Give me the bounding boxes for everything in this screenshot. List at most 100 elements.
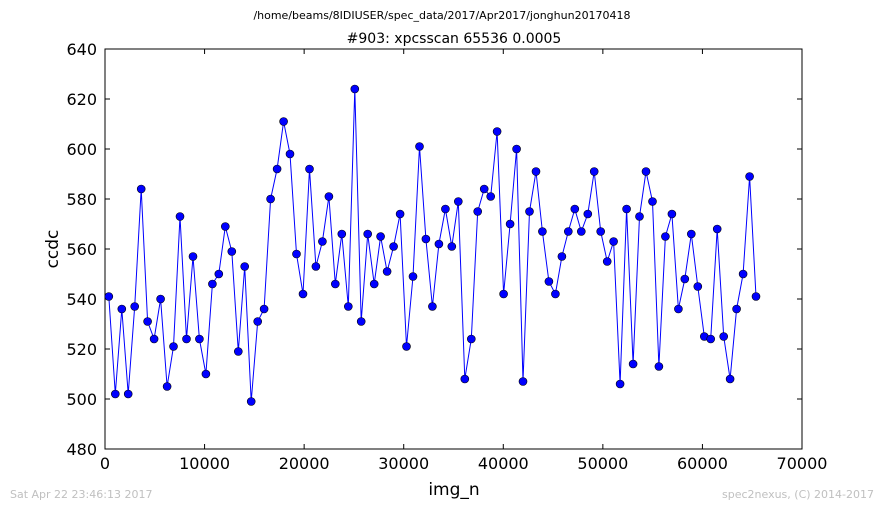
data-point — [285, 149, 295, 159]
data-point — [544, 277, 554, 286]
data-point — [486, 192, 496, 201]
data-point — [402, 342, 411, 351]
data-point — [648, 197, 657, 206]
footer-timestamp: Sat Apr 22 23:46:13 2017 — [10, 488, 152, 501]
data-point — [473, 207, 483, 216]
data-point — [111, 389, 120, 399]
data-point — [428, 302, 437, 311]
x-axis-label: img_n — [428, 480, 479, 500]
data-point — [460, 374, 470, 384]
data-point — [311, 262, 321, 271]
y-tick-label: 580 — [66, 190, 97, 209]
x-tick-label: 70000 — [777, 454, 828, 473]
data-point — [667, 209, 677, 219]
chart-title: #903: xpcsscan 65536 0.0005 — [347, 31, 562, 47]
data-point — [615, 379, 625, 389]
data-point — [732, 304, 741, 314]
data-point — [628, 359, 638, 369]
data-point — [123, 389, 133, 399]
data-point — [363, 229, 373, 239]
plot-area: 0 10000 20000 30000 40000 50000 60000 70000 480 5… — [66, 40, 827, 473]
data-point — [188, 252, 198, 261]
data-point — [518, 377, 528, 386]
data-point — [725, 374, 735, 384]
data-point — [376, 232, 385, 241]
data-point — [434, 239, 444, 249]
data-point — [175, 212, 185, 221]
data-point — [162, 382, 172, 391]
data-point — [719, 332, 729, 341]
data-point — [169, 342, 178, 351]
y-axis-label: ccdc — [43, 230, 63, 269]
data-point — [130, 302, 139, 311]
data-point — [305, 164, 314, 174]
data-point — [751, 292, 761, 301]
x-tick-label: 10000 — [179, 454, 230, 473]
data-point — [279, 117, 288, 126]
data-point — [712, 224, 722, 234]
data-point — [693, 282, 703, 291]
x-tick-label: 40000 — [478, 454, 529, 473]
y-tick-label: 540 — [66, 290, 97, 309]
data-point — [622, 204, 631, 214]
data-point — [563, 227, 573, 236]
data-point — [499, 289, 508, 299]
data-point — [492, 127, 502, 136]
y-tick-label: 520 — [66, 340, 97, 359]
y-tick-label: 500 — [66, 390, 97, 409]
data-point — [259, 304, 269, 314]
data-point — [453, 197, 463, 206]
data-point — [214, 269, 224, 279]
data-point — [369, 279, 379, 289]
data-point — [583, 209, 593, 219]
data-point — [602, 257, 612, 266]
x-tick-label: 20000 — [279, 454, 330, 473]
data-point — [557, 252, 567, 261]
data-point — [421, 234, 431, 244]
data-point — [330, 279, 340, 289]
data-point — [706, 334, 716, 344]
figure-suptitle: /home/beams/8IDIUSER/spec_data/2017/Apr2… — [253, 9, 630, 22]
data-point — [350, 84, 360, 94]
data-point — [738, 269, 748, 279]
data-point — [661, 232, 670, 241]
data-point — [208, 279, 217, 289]
y-tick-label: 640 — [66, 40, 97, 59]
data-point — [479, 184, 489, 194]
data-point — [104, 292, 114, 301]
data-point — [596, 227, 606, 236]
data-point — [201, 369, 211, 379]
data-point — [525, 207, 534, 216]
data-point — [505, 219, 515, 229]
data-point — [156, 294, 165, 304]
data-point — [408, 272, 418, 281]
data-point — [447, 242, 457, 251]
data-point — [318, 237, 327, 246]
data-point — [266, 194, 275, 204]
data-point — [635, 212, 644, 221]
data-point — [589, 167, 599, 176]
data-point — [395, 209, 405, 219]
data-point — [117, 304, 127, 314]
data-point — [240, 262, 249, 271]
x-tick-label: 30000 — [378, 454, 429, 473]
data-point — [182, 334, 191, 344]
data-point — [149, 334, 159, 344]
footer-credit: spec2nexus, (C) 2014-2017 — [722, 488, 874, 501]
data-point — [227, 247, 237, 256]
x-tick-label: 0 — [100, 454, 110, 473]
data-point — [551, 289, 560, 299]
data-point — [324, 192, 334, 201]
data-point — [641, 167, 651, 176]
y-tick-label: 600 — [66, 140, 97, 159]
data-point — [136, 184, 146, 194]
data-point — [389, 242, 398, 251]
data-point — [441, 204, 450, 214]
data-point — [680, 274, 690, 284]
data-point — [343, 302, 353, 311]
data-point — [512, 144, 521, 154]
data-point — [195, 334, 204, 344]
data-point — [356, 317, 366, 326]
data-point — [609, 237, 618, 246]
